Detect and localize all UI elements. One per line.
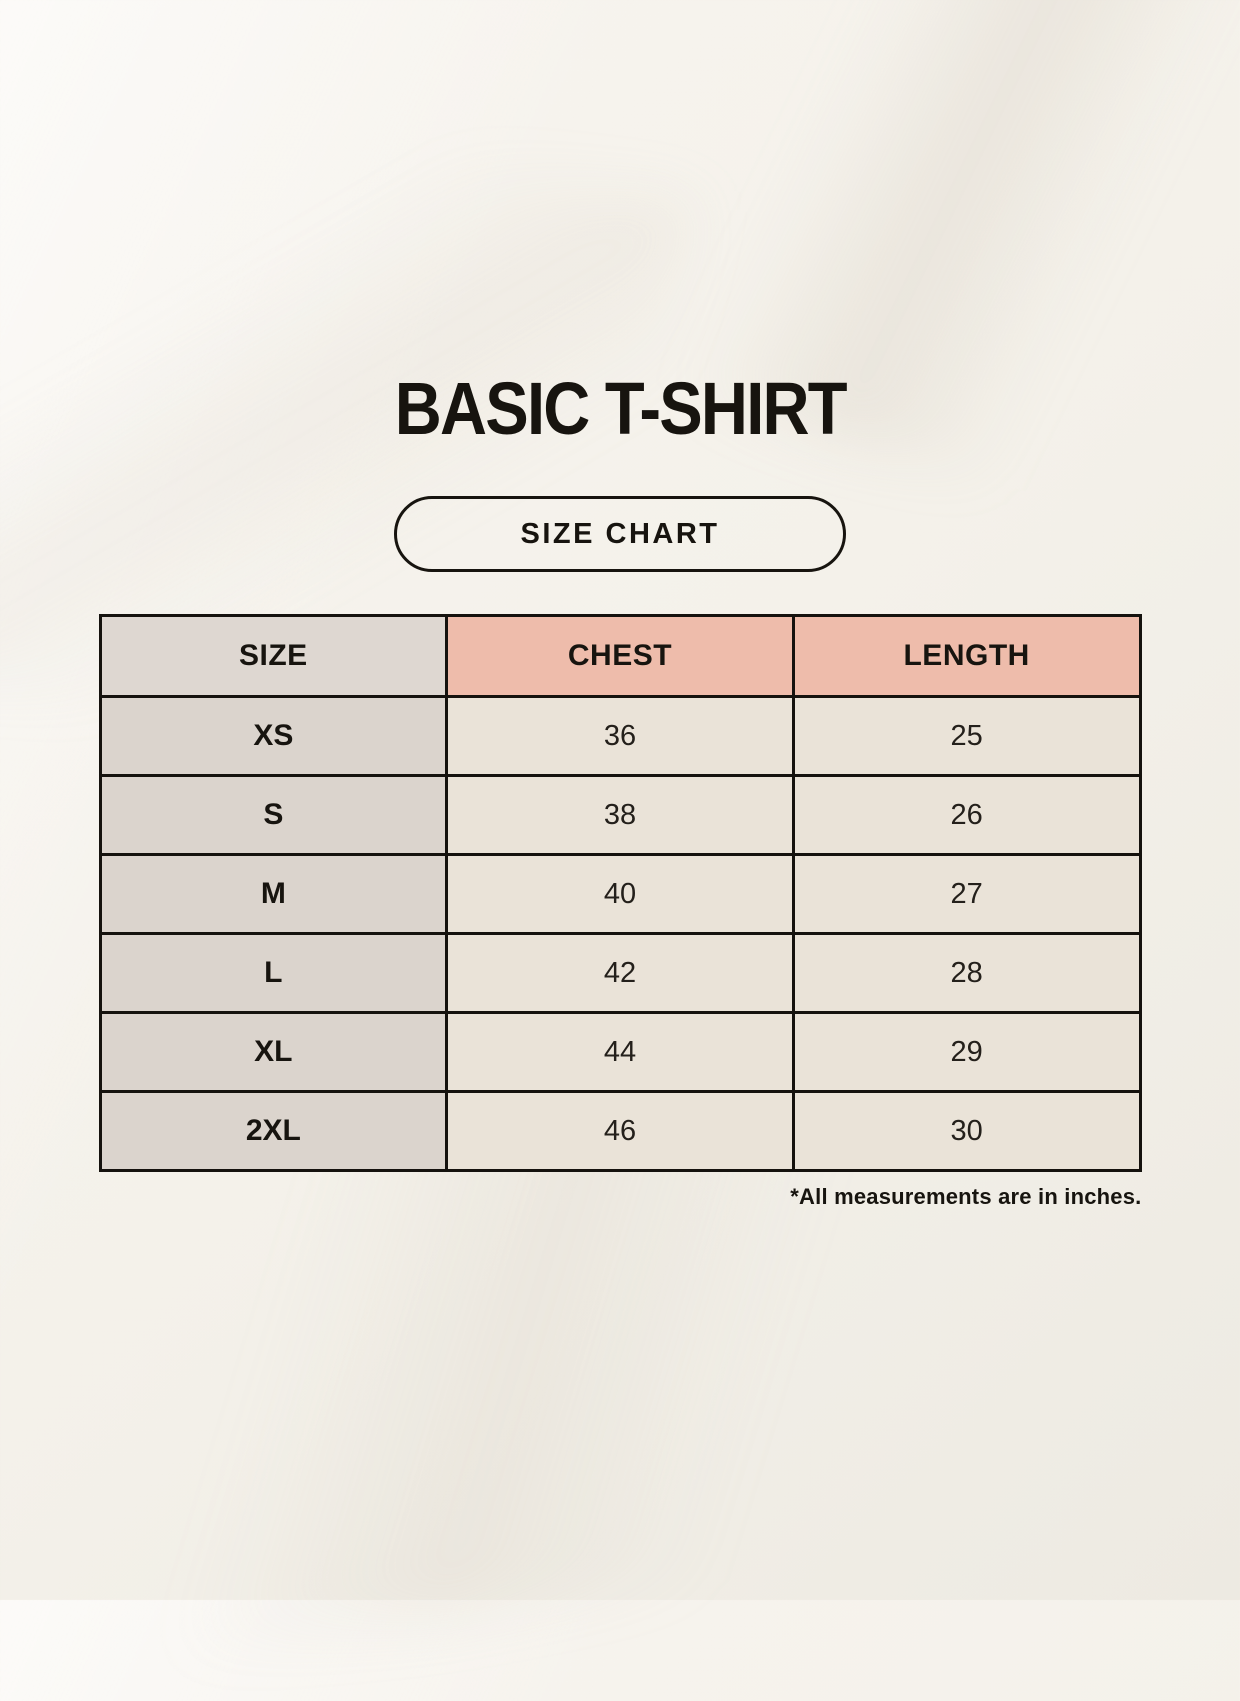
header-row: SIZE CHEST LENGTH <box>98 614 1142 698</box>
size-chart-page: BASIC T-SHIRT SIZE CHART SIZE CHEST LENG… <box>98 367 1142 1210</box>
length-cell: 27 <box>791 853 1142 935</box>
size-cell: M <box>98 853 449 935</box>
measurements-footnote: *All measurements are in inches. <box>790 1184 1142 1209</box>
table-row: 2XL 46 30 <box>98 1090 1142 1172</box>
size-table-header: SIZE CHEST LENGTH <box>98 614 1142 698</box>
chest-cell: 44 <box>445 1011 795 1093</box>
header-cell-length: LENGTH <box>791 614 1142 698</box>
size-chart-badge-label: SIZE CHART <box>520 517 720 550</box>
chest-cell: 42 <box>445 932 795 1014</box>
size-cell: XS <box>98 695 449 777</box>
size-table: SIZE CHEST LENGTH XS 36 25 S 38 26 M <box>98 614 1142 1172</box>
size-table-body: XS 36 25 S 38 26 M 40 27 L 42 28 <box>98 695 1142 1172</box>
chest-cell: 46 <box>445 1090 795 1172</box>
size-cell: L <box>98 932 449 1014</box>
header-cell-chest: CHEST <box>445 614 795 698</box>
size-cell: S <box>98 774 449 856</box>
chest-cell: 38 <box>445 774 795 856</box>
chest-cell: 36 <box>445 695 795 777</box>
length-cell: 25 <box>791 695 1142 777</box>
size-cell: 2XL <box>98 1090 449 1172</box>
size-chart-badge[interactable]: SIZE CHART <box>394 496 846 572</box>
length-cell: 29 <box>791 1011 1142 1093</box>
chest-cell: 40 <box>445 853 795 935</box>
table-row: S 38 26 <box>98 774 1142 856</box>
table-row: XL 44 29 <box>98 1011 1142 1093</box>
size-cell: XL <box>98 1011 449 1093</box>
length-cell: 30 <box>791 1090 1142 1172</box>
page-title: BASIC T-SHIRT <box>394 367 847 450</box>
size-table-container: SIZE CHEST LENGTH XS 36 25 S 38 26 M <box>98 614 1142 1210</box>
table-row: XS 36 25 <box>98 695 1142 777</box>
table-row: M 40 27 <box>98 853 1142 935</box>
table-row: L 42 28 <box>98 932 1142 1014</box>
length-cell: 26 <box>791 774 1142 856</box>
length-cell: 28 <box>791 932 1142 1014</box>
header-cell-size: SIZE <box>98 614 449 698</box>
